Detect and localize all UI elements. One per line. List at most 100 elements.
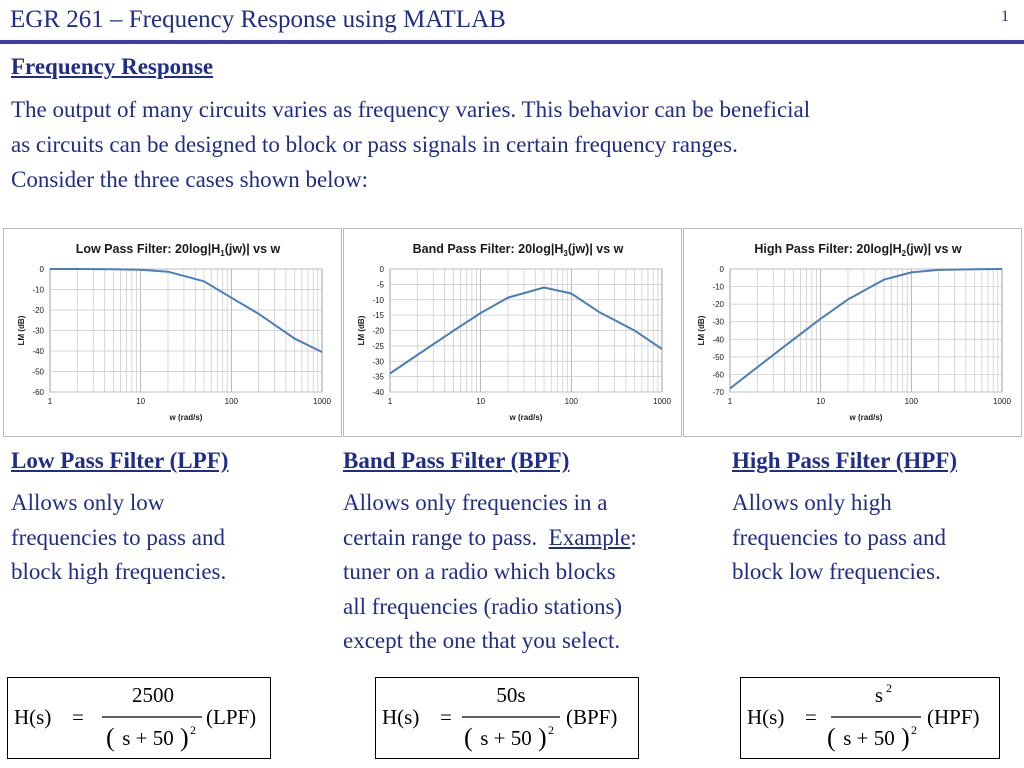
desc-line: block high frequencies. [11,559,227,584]
x-tick-label: 1000 [313,397,331,406]
y-axis-label: LM (dB) [357,315,366,345]
bpf-chart-svg: Band Pass Filter: 20log|H3(jw)| vs w 0 -5 -… [357,242,671,422]
series-line [729,268,1003,390]
formula-numerator: s [875,683,883,707]
lpf-chart: Low Pass Filter: 20log|H1(jw)| vs w 0 -10-… [3,228,342,437]
lpf-chart-svg: Low Pass Filter: 20log|H1(jw)| vs w0-10-… [17,242,331,422]
formula-equals: = [72,705,84,729]
formula-tag: (BPF) [566,705,617,729]
formula-lhs: H(s) [14,705,51,729]
example-label: Example [548,524,631,550]
plot-area [729,268,1003,393]
x-tick-label: 10 [816,397,825,406]
chart-title-text: High Pass Filter: 20log|H [754,242,901,256]
y-tick-label: -30 [712,318,724,327]
chart-title: Band Pass Filter: 20log|H3(jw)| vs w [413,242,624,258]
x-tick-label: 1 [728,397,733,406]
x-tick-label: 100 [225,397,239,406]
desc-line: Allows only frequencies in a [343,490,608,515]
hpf-formula: H(s) = s 2 ( s + 50 ) 2 (HPF) [740,677,1000,759]
chart-title-text: Low Pass Filter: 20log|H [76,242,221,256]
formula-den-base: s + 50 [843,726,895,750]
x-axis-label: w (rad/s) [509,413,543,422]
lpf-title: Low Pass Filter (LPF) [11,448,229,473]
y-axis-label: LM (dB) [17,315,26,345]
chart-title-text: (jw)| vs w [225,242,281,256]
formula-numerator: 50s [496,683,525,707]
formula-tag: (HPF) [927,705,980,729]
formula-num-exp: 2 [886,681,892,695]
desc-line: Allows only low [11,490,165,515]
y-tick-label: -10 [372,296,384,305]
y-tick-label: -50 [712,353,724,362]
hpf-chart-svg: High Pass Filter: 20log|H2(jw)| vs w 0 -10… [697,242,1011,422]
desc-line: all frequencies (radio stations) [343,593,623,619]
y-tick-label: -25 [372,342,384,351]
chart-title: Low Pass Filter: 20log|H1(jw)| vs w [76,242,281,258]
y-tick-label: 0 [720,265,725,274]
y-tick-label: 0 [380,265,385,274]
formula-tag: (LPF) [206,705,256,729]
bpf-formula: H(s) = 50s ( s + 50 ) 2 (BPF) [375,677,639,759]
intro-line: The output of many circuits varies as fr… [11,97,811,122]
formula-den-base: s + 50 [480,726,532,750]
desc-line-text: certain range to pass. [343,524,549,550]
x-tick-label: 1 [388,397,393,406]
chart-title: High Pass Filter: 20log|H2(jw)| vs w [754,242,962,258]
desc-line: Allows only high [732,490,892,515]
section-heading: Frequency Response [11,54,214,79]
formula-den-exp: 2 [911,723,917,737]
y-tick-label: -30 [32,327,44,336]
formula-equals: = [440,705,452,729]
lpf-formula: H(s) = 2500 ( s + 50 ) 2 (LPF) [7,677,271,759]
x-tick-label: 10 [476,397,485,406]
paren-close: ) [538,723,547,752]
bpf-chart: Band Pass Filter: 20log|H3(jw)| vs w 0 -5 -… [343,228,682,437]
formula-den-exp: 2 [548,723,554,737]
y-tick-label: -60 [712,370,724,379]
page-number: 1 [1001,8,1009,25]
x-tick-label: 1 [48,397,53,406]
formula-den-exp: 2 [190,723,196,737]
hpf-description: Allows only high frequencies to pass and… [732,486,946,590]
paren-open: ( [106,723,115,752]
paren-close: ) [180,723,189,752]
y-tick-label: -10 [712,283,724,292]
y-tick-label: -30 [372,357,384,366]
chart-title-subscript: 1 [220,249,225,258]
chart-title-text: (jw)| vs w [568,242,624,256]
y-tick-label: -40 [372,388,384,397]
x-tick-label: 100 [565,397,579,406]
formula-numerator: 2500 [132,683,174,707]
y-tick-label: -5 [377,280,385,289]
intro-line: Consider the three cases shown below: [11,167,369,192]
y-tick-label: -20 [32,306,44,315]
y-tick-label: -40 [32,347,44,356]
y-axis-label: LM (dB) [697,315,706,345]
desc-line: frequencies to pass and [11,524,225,550]
intro-line: as circuits can be designed to block or … [11,132,738,157]
x-axis-label: w (rad/s) [849,413,883,422]
formula-lhs: H(s) [382,705,419,729]
y-tick-label: -70 [712,388,724,397]
y-tick-label: -20 [712,300,724,309]
series-line [389,286,663,375]
paren-close: ) [901,723,910,752]
x-tick-label: 1000 [653,397,671,406]
x-tick-label: 10 [136,397,145,406]
chart-title-subscript: 2 [902,249,907,258]
desc-line: tuner on a radio which blocks [343,559,616,584]
bpf-description: Allows only frequencies in a certain ran… [343,486,637,659]
hpf-chart: High Pass Filter: 20log|H2(jw)| vs w 0 -10… [683,228,1022,437]
example-colon: : [630,524,637,550]
lpf-description: Allows only low frequencies to pass and … [11,486,226,590]
x-axis-label: w (rad/s) [169,413,203,422]
formula-den-base: s + 50 [122,726,174,750]
chart-title-subscript: 3 [563,249,568,258]
paren-open: ( [464,723,473,752]
desc-line: except the one that you select. [343,628,621,653]
hpf-title: High Pass Filter (HPF) [732,448,958,473]
y-tick-label: 0 [40,265,45,274]
chart-title-text: Band Pass Filter: 20log|H [413,242,564,256]
formula-equals: = [805,705,817,729]
